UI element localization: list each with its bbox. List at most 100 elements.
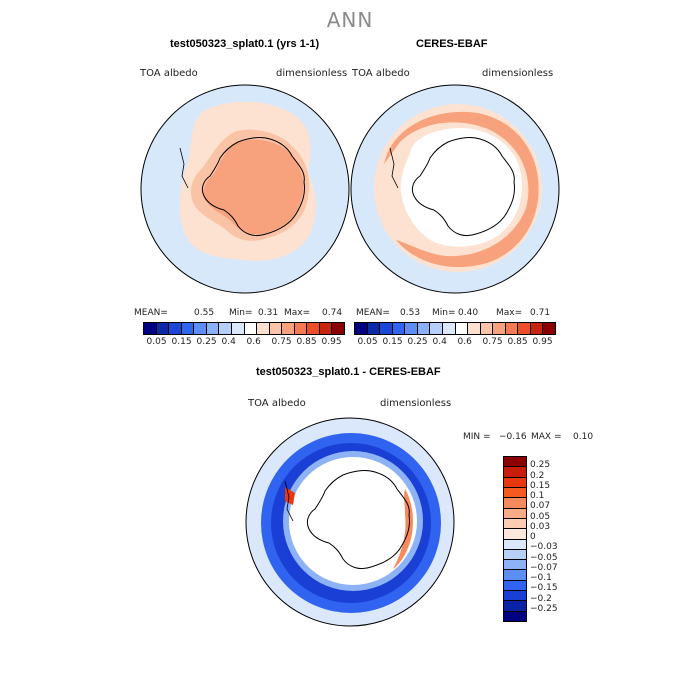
- right-colorbar-swatch: [505, 323, 519, 334]
- diff-colorbar-label: 0: [530, 532, 536, 542]
- diff-colorbar: [503, 456, 527, 622]
- left-south-america-coast: [179, 147, 189, 189]
- left-units-label: dimensionless: [276, 68, 348, 79]
- left-ice-sheet-albedo: [203, 139, 304, 235]
- diff-colorbar-label: 0.15: [530, 480, 551, 491]
- right-max-label: Max=: [496, 308, 523, 318]
- left-colorbar-swatch: [244, 323, 258, 334]
- figure-title: ANN: [326, 8, 374, 32]
- left-colorbar-tick-label: 0.25: [196, 337, 217, 347]
- right-polar-map: [350, 84, 560, 294]
- left-colorbar-swatch: [332, 323, 344, 334]
- right-colorbar-swatch: [480, 323, 494, 334]
- diff-colorbar-swatch: [504, 549, 526, 561]
- right-max-value: 0.71: [530, 308, 551, 318]
- left-colorbar-swatch: [156, 323, 170, 334]
- right-colorbar-swatch: [355, 323, 368, 334]
- diff-colorbar-label: 0.2: [530, 470, 545, 481]
- diff-colorbar-swatch: [504, 467, 526, 478]
- diff-colorbar-label: 0.1: [530, 491, 545, 501]
- diff-max-value: 0.10: [573, 432, 594, 442]
- right-colorbar-swatch: [405, 323, 418, 334]
- right-colorbar-tick-label: 0.75: [482, 337, 503, 347]
- left-max-label: Max=: [284, 308, 311, 318]
- left-colorbar-swatch: [282, 323, 295, 334]
- diff-colorbar-swatch: [504, 570, 526, 581]
- diff-max-label: MAX =: [531, 432, 562, 442]
- right-colorbar-swatch: [367, 323, 381, 334]
- diff-colorbar-label: 0.25: [530, 460, 551, 471]
- right-panel-title: CERES-EBAF: [416, 38, 488, 50]
- diff-colorbar-label: 0.05: [530, 511, 551, 522]
- left-colorbar-tick-label: 0.6: [246, 337, 261, 347]
- right-colorbar-tick-label: 0.6: [457, 337, 472, 347]
- right-colorbar-swatch: [442, 323, 456, 334]
- left-polar-map: [140, 84, 350, 294]
- right-colorbar-tick-label: 0.25: [407, 337, 428, 347]
- diff-colorbar-swatch: [504, 580, 526, 592]
- left-colorbar-swatch: [294, 323, 308, 334]
- left-colorbar-swatch: [231, 323, 245, 334]
- left-panel-title: test050323_splat0.1 (yrs 1-1): [170, 38, 320, 50]
- right-min-value: 0.40: [458, 308, 479, 318]
- right-colorbar-tick-label: 0.4: [432, 337, 447, 347]
- left-colorbar-swatch: [219, 323, 232, 334]
- diff-min-value: −0.16: [499, 432, 527, 442]
- diff-min-label: MIN =: [463, 432, 491, 442]
- right-colorbar: [354, 322, 556, 335]
- left-colorbar-swatch: [269, 323, 283, 334]
- diff-colorbar-swatch: [504, 560, 526, 571]
- right-colorbar-swatch: [380, 323, 393, 334]
- left-colorbar-swatch: [319, 323, 333, 334]
- diff-near-zero-region: [289, 457, 417, 585]
- diff-colorbar-labels: 0.25 0.2 0.15 0.1 0.07 0.05 0.03 0 −0.03 −0.05 −0.…: [530, 456, 590, 620]
- diff-colorbar-swatch: [504, 591, 526, 602]
- right-antarctica-coastline: [411, 137, 515, 237]
- right-units-label: dimensionless: [482, 68, 554, 79]
- left-variable-label: TOA albedo: [140, 68, 198, 79]
- left-colorbar-swatch: [144, 323, 157, 334]
- diff-positive-east-anomaly: [393, 489, 413, 569]
- diff-colorbar-swatch: [504, 457, 526, 468]
- right-min-label: Min=: [432, 308, 456, 318]
- right-colorbar-tick-label: 0.15: [382, 337, 403, 347]
- left-colorbar-tick-label: 0.4: [221, 337, 236, 347]
- diff-colorbar-swatch: [504, 539, 526, 550]
- right-mean-value: 0.53: [400, 308, 421, 318]
- left-max-value: 0.74: [322, 308, 343, 318]
- diff-colorbar-swatch: [504, 508, 526, 519]
- diff-colorbar-swatch: [504, 487, 526, 499]
- left-min-label: Min=: [229, 308, 253, 318]
- left-colorbar-swatch: [181, 323, 195, 334]
- left-mean-label: MEAN=: [134, 308, 168, 318]
- right-variable-label: TOA albedo: [352, 68, 410, 79]
- left-colorbar-swatch: [169, 323, 182, 334]
- diff-colorbar-swatch: [504, 518, 526, 530]
- left-colorbar: [143, 322, 345, 335]
- diff-colorbar-label: −0.05: [530, 552, 558, 563]
- diff-colorbar-swatch: [504, 601, 526, 612]
- left-colorbar-tick-label: 0.95: [321, 337, 342, 347]
- left-colorbar-tick-label: 0.75: [271, 337, 292, 347]
- diff-colorbar-label: 0.07: [530, 501, 551, 512]
- diff-colorbar-swatch: [504, 611, 526, 621]
- right-colorbar-swatch: [430, 323, 443, 334]
- diff-colorbar-label: −0.2: [530, 593, 552, 604]
- right-mean-label: MEAN=: [356, 308, 390, 318]
- right-south-america-coast: [389, 147, 399, 189]
- diff-colorbar-label: −0.03: [530, 542, 558, 553]
- left-colorbar-swatch: [257, 323, 270, 334]
- diff-colorbar-swatch: [504, 529, 526, 540]
- diff-polar-map: [245, 417, 455, 627]
- right-colorbar-swatch: [417, 323, 431, 334]
- diff-colorbar-label: −0.25: [530, 603, 558, 614]
- left-antarctica-coastline: [201, 137, 305, 237]
- left-mean-value: 0.55: [194, 308, 215, 318]
- left-colorbar-ticks: 0.05 0.15 0.25 0.4 0.6 0.75 0.85 0.95: [143, 337, 343, 349]
- left-min-value: 0.31: [258, 308, 279, 318]
- right-colorbar-swatch: [543, 323, 555, 334]
- left-colorbar-swatch: [206, 323, 220, 334]
- diff-south-america-coast: [284, 480, 294, 522]
- diff-panel-title: test050323_splat0.1 - CERES-EBAF: [256, 366, 441, 378]
- right-colorbar-swatch: [493, 323, 506, 334]
